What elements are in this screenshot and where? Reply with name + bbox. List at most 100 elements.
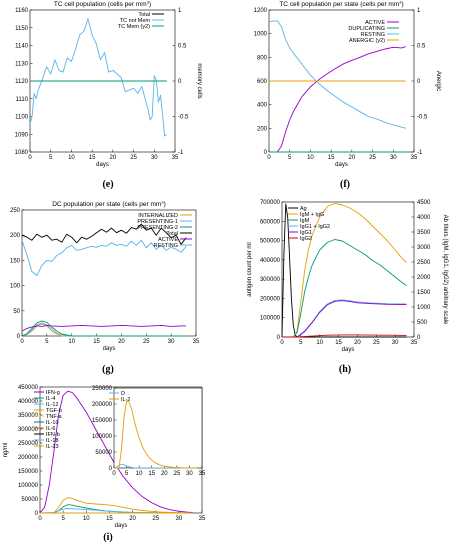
panel-caption: (f) (340, 179, 350, 190)
series-line-ifn-g (39, 390, 193, 514)
y-tick-label: 100000 (92, 434, 113, 440)
legend-label: TNF-a (46, 414, 63, 420)
y2-tick-label: 3500 (417, 230, 431, 236)
y2-tick-label: 1000 (417, 305, 431, 311)
legend-label: ACTIVE (365, 20, 385, 26)
y-tick-label: 1130 (15, 61, 29, 67)
x-tick-label: 30 (186, 471, 193, 477)
y2-tick-label: 4500 (417, 200, 431, 206)
y-tick-label: 250000 (18, 441, 39, 447)
y-tick-label: 1160 (15, 8, 29, 14)
legend-label: TC Mem (y2) (118, 24, 150, 30)
chart-title-end: ) (164, 201, 166, 208)
x-tick-label: 25 (373, 340, 380, 346)
legend-label: Ag (300, 206, 307, 212)
y-tick-label: 150000 (92, 418, 113, 424)
legend-label: IgG1 (300, 230, 312, 236)
y-tick-label: 200000 (18, 455, 39, 461)
y-tick-label: 100000 (18, 483, 39, 489)
legend-label: IgM (300, 218, 310, 224)
series-line-tc-not-mem (29, 18, 167, 137)
y-tick-label: 1100 (15, 115, 29, 121)
x-tick-label: 10 (68, 155, 75, 161)
series-line-active (269, 46, 406, 153)
chart-h: 0 5 10 15 20 25 30 3501000002000003000004000005… (247, 200, 448, 375)
x-tick-label: 20 (161, 471, 168, 477)
series-line-active (21, 324, 187, 332)
chart-i: 0 5 10 15 20 25 30 35 0 50000 100000 150000 200000 25… (3, 385, 206, 543)
x-tick-label: 0 (112, 471, 116, 477)
y-tick-label: 0 (17, 334, 21, 340)
y-tick-label: 50000 (21, 497, 38, 503)
series-line-igm (282, 239, 407, 338)
plot-frame (113, 387, 203, 469)
series-line-igm-igg (282, 203, 407, 338)
series-line-resting (268, 20, 406, 129)
y2-tick-label: 1 (178, 8, 182, 14)
y-tick-label: 600 (257, 79, 268, 85)
x-tick-label: 35 (411, 155, 418, 161)
legend-label: D (121, 391, 125, 397)
y-tick-label: 1080 (15, 150, 29, 156)
chart-title-sup: 3 (161, 200, 164, 205)
x-tick-label: 0 (38, 516, 42, 522)
x-tick-label: 30 (151, 155, 158, 161)
x-tick-label: 25 (174, 471, 181, 477)
chart-i-inset: 0 5 10 15 20 25 30 35 0 50000 100000 150000 200000 25… (92, 386, 206, 477)
y-tick-label: 100 (10, 284, 21, 290)
x-tick-label: 35 (193, 339, 200, 345)
y2-tick-label: 1 (417, 8, 421, 14)
legend-label: IL-4 (46, 396, 55, 402)
legend-label: IL-18 (46, 438, 59, 444)
x-tick-label: 5 (49, 155, 53, 161)
legend-label: Total (138, 12, 150, 18)
y-tick-label: 200 (10, 233, 21, 239)
legend-label: ACTIVE (158, 237, 178, 243)
x-tick-label: 20 (129, 516, 136, 522)
legend-label: IgM + IgG (300, 212, 324, 218)
x-tick-label: 20 (118, 339, 125, 345)
series-line-resting (21, 239, 187, 276)
chart-title: TC cell population (cells per mm3) (54, 0, 151, 8)
x-tick-label: 15 (106, 516, 113, 522)
chart-title-text: TC cell population per state (cells per … (279, 1, 399, 8)
x-axis-label: days (96, 162, 109, 168)
chart-title-sup: 3 (147, 0, 150, 5)
chart-title-text: DC population per state (cells per mm (52, 201, 161, 208)
series-line-igg1 (282, 300, 407, 338)
y-tick-label: 450000 (18, 385, 39, 391)
y-tick-label: 800 (257, 55, 268, 61)
x-tick-label: 10 (316, 340, 323, 346)
chart-g: 0 5 10 15 20 25 30 35 0 50 100 150 200 250 days DC popu… (10, 200, 200, 376)
x-tick-label: 15 (328, 155, 335, 161)
x-tick-label: 20 (349, 155, 356, 161)
chart-f: 0 5 10 15 20 25 30 35020040060080010001200-1-0.… (254, 0, 441, 190)
series-line-d (113, 463, 198, 469)
y-tick-label: 400 (257, 103, 268, 109)
legend-label: IL-12 (46, 402, 59, 408)
legend-label: PRESENTING-2 (137, 225, 178, 231)
x-axis-label: days (103, 346, 116, 352)
panel-caption: (e) (102, 179, 113, 190)
x-tick-label: 5 (45, 339, 49, 345)
chart-title: DC population per state (cells per mm3) (52, 200, 166, 209)
x-axis-label: days (342, 347, 355, 353)
x-tick-label: 0 (280, 340, 284, 346)
x-axis-label: days (335, 162, 348, 168)
x-tick-label: 10 (136, 471, 143, 477)
y-tick-label: 1090 (15, 132, 29, 138)
x-tick-label: 30 (392, 340, 399, 346)
legend-label: TC not Mem (120, 18, 151, 24)
x-tick-label: 35 (411, 340, 418, 346)
chart-title-sup: 3 (399, 0, 402, 5)
y-tick-label: 1200 (254, 8, 268, 14)
series-line-presenting-2 (21, 320, 187, 337)
series-line-il-12 (39, 508, 193, 514)
y-tick-label: 0 (109, 466, 113, 472)
y-tick-label: 250000 (92, 386, 113, 392)
y-tick-label: 1120 (15, 79, 29, 85)
legend-label: INTERNALIZED (138, 213, 178, 219)
legend-label: IL-23 (46, 444, 59, 450)
y-tick-label: 0 (264, 150, 268, 156)
